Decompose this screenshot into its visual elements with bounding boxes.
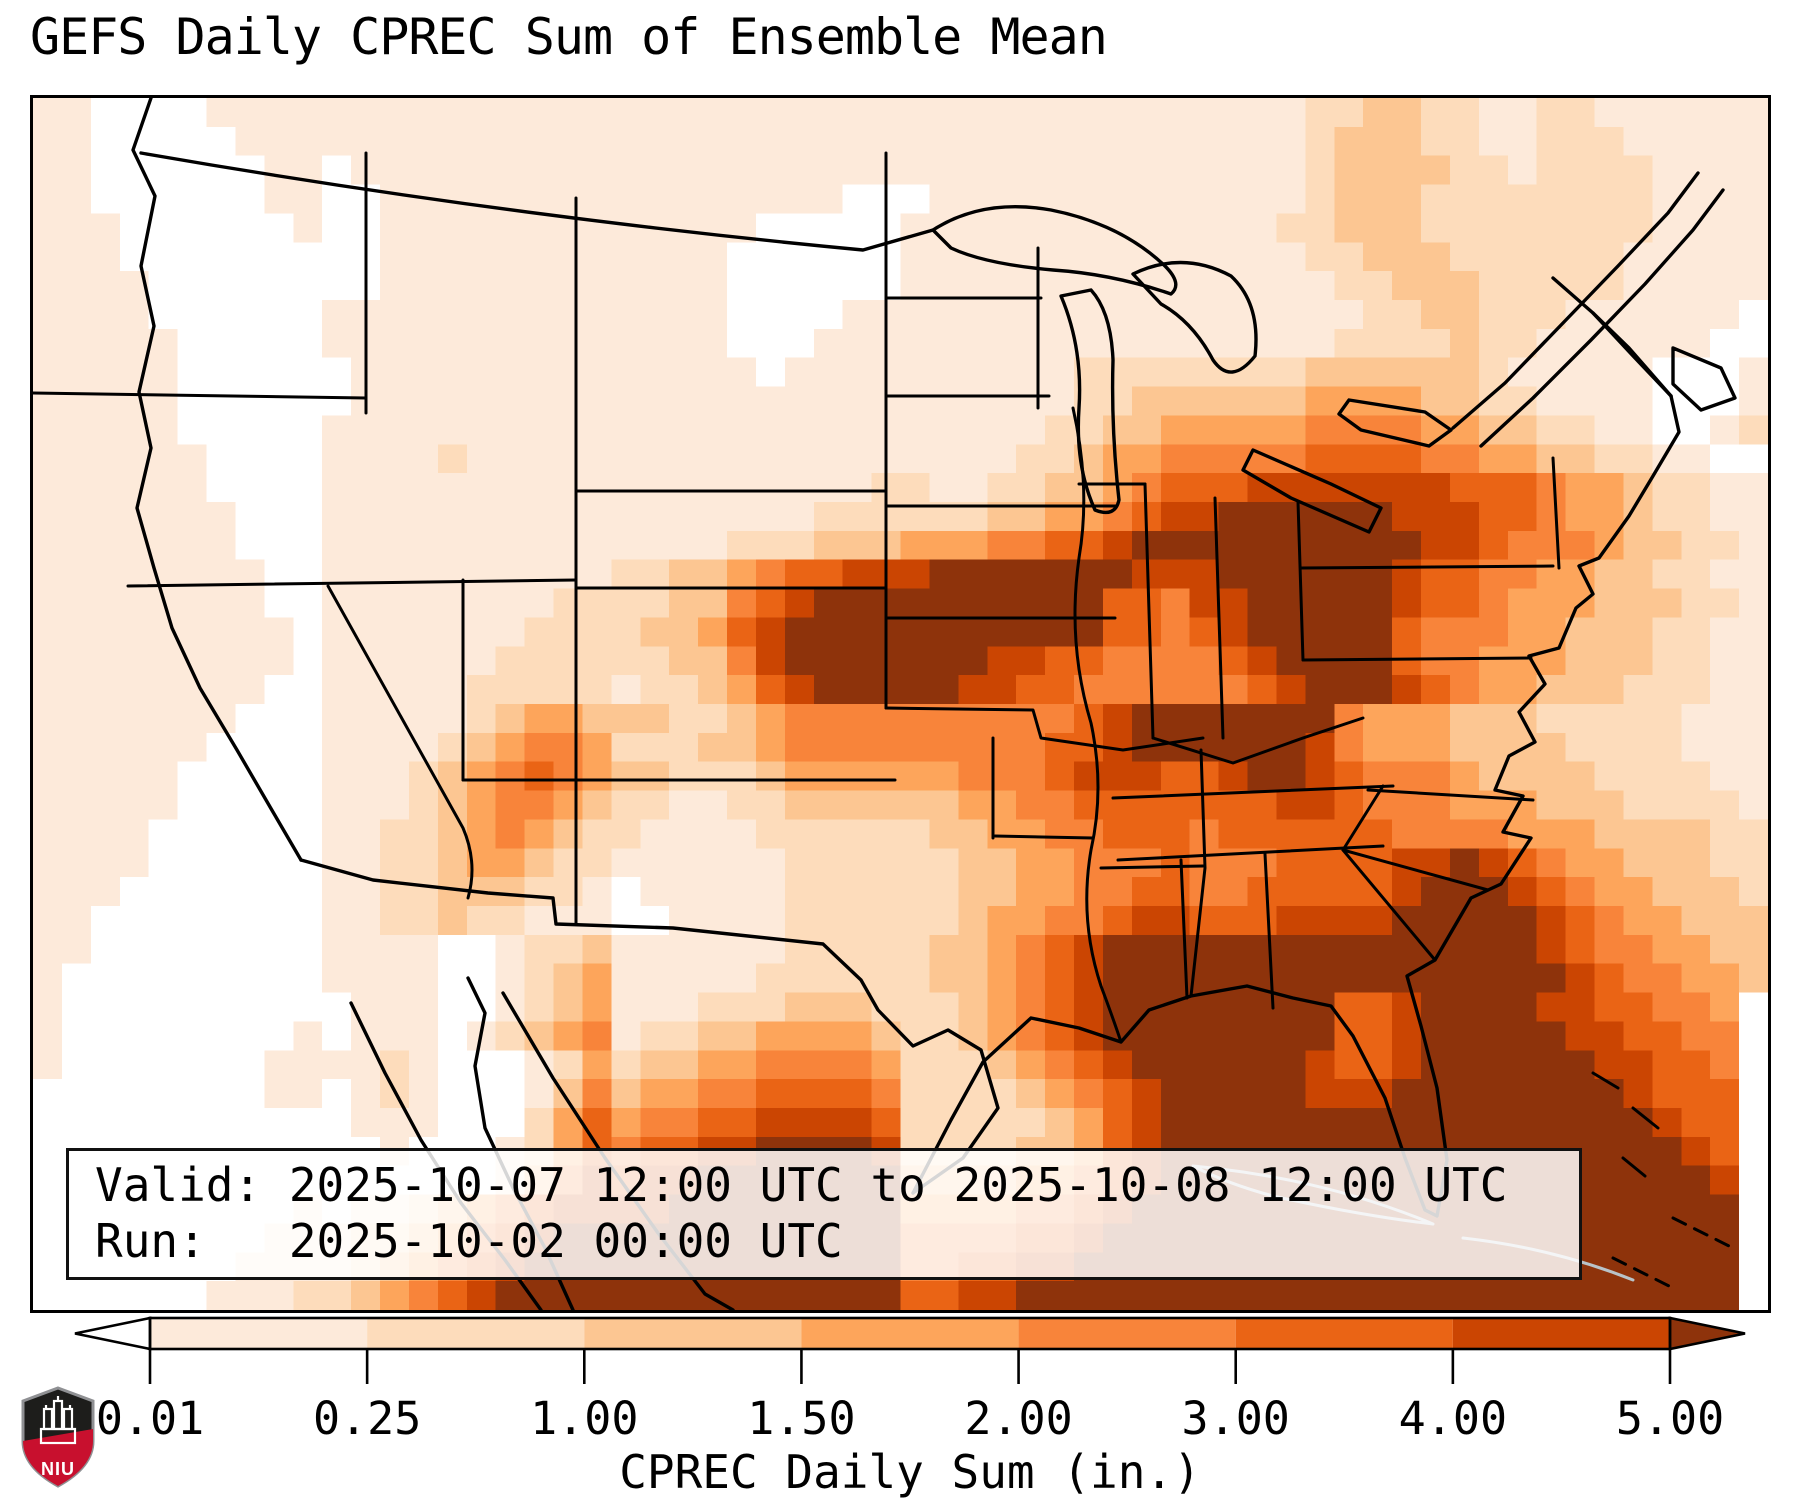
tick-label: 3.00 — [1182, 1392, 1290, 1445]
tick-label: 5.00 — [1616, 1392, 1724, 1445]
state-boundaries — [33, 98, 1737, 1310]
valid-run-box: Valid: 2025-10-07 12:00 UTC to 2025-10-0… — [66, 1148, 1582, 1280]
tick-label: 1.50 — [747, 1392, 855, 1445]
tick-label: 0.01 — [96, 1392, 204, 1445]
colorbar-ticks — [148, 1349, 1672, 1384]
colorbar-tick-labels: 0.01 0.25 1.00 1.50 2.00 3.00 4.00 5.00 — [96, 1392, 1724, 1445]
run-line: Run: 2025-10-02 00:00 UTC — [95, 1214, 843, 1268]
map-panel: Valid: 2025-10-07 12:00 UTC to 2025-10-0… — [30, 95, 1771, 1313]
niu-logo: NIU — [21, 1386, 95, 1488]
tick-label: 2.00 — [964, 1392, 1072, 1445]
colorbar-under-arrow — [74, 1316, 152, 1351]
valid-line: Valid: 2025-10-07 12:00 UTC to 2025-10-0… — [95, 1158, 1508, 1212]
tick-label: 1.00 — [530, 1392, 638, 1445]
colorbar-over-arrow — [1668, 1316, 1746, 1351]
niu-logo-text: NIU — [41, 1459, 75, 1479]
tick-label: 0.25 — [313, 1392, 421, 1445]
precip-heatmap — [33, 98, 1768, 1310]
island-outlines — [1591, 1071, 1735, 1290]
colorbar-outline — [148, 1316, 1672, 1351]
castle-icon — [39, 1396, 77, 1445]
state-lines — [33, 151, 1561, 1044]
tick-label: 4.00 — [1399, 1392, 1507, 1445]
page-title: GEFS Daily CPREC Sum of Ensemble Mean — [30, 8, 1108, 66]
canada-border-and-lakes — [139, 151, 1725, 534]
colorbar-segments — [150, 1318, 1671, 1349]
colorbar: 0.01 0.25 1.00 1.50 2.00 3.00 4.00 5.00 … — [74, 1316, 1746, 1499]
coastlines — [131, 98, 1737, 1310]
colorbar-axis-label: CPREC Daily Sum (in.) — [619, 1445, 1201, 1499]
